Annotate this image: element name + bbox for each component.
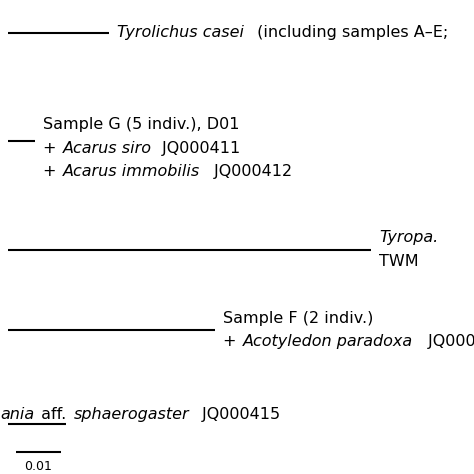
Text: Acotyledon paradoxa: Acotyledon paradoxa [242,334,412,349]
Text: aff.: aff. [36,407,72,422]
Text: +: + [43,141,62,156]
Text: JQ000411: JQ000411 [157,141,241,156]
Text: Tyrolichus casei: Tyrolichus casei [117,26,244,40]
Text: sphaerogaster: sphaerogaster [74,407,190,422]
Text: ania: ania [0,407,34,422]
Text: Sample F (2 indiv.): Sample F (2 indiv.) [223,310,373,326]
Text: +: + [223,334,241,349]
Text: (including samples A–E;: (including samples A–E; [252,26,448,40]
Text: +: + [43,164,62,180]
Text: Acarus immobilis: Acarus immobilis [63,164,200,180]
Text: JQ000412: JQ000412 [209,164,292,180]
Text: TWM: TWM [379,254,419,269]
Text: Tyropa.: Tyropa. [379,230,438,246]
Text: JQ000: JQ000 [423,334,474,349]
Text: Sample G (5 indiv.), D01: Sample G (5 indiv.), D01 [43,118,239,132]
Text: JQ000415: JQ000415 [197,407,280,422]
Text: Acarus siro: Acarus siro [63,141,152,156]
Text: 0.01: 0.01 [24,460,52,473]
